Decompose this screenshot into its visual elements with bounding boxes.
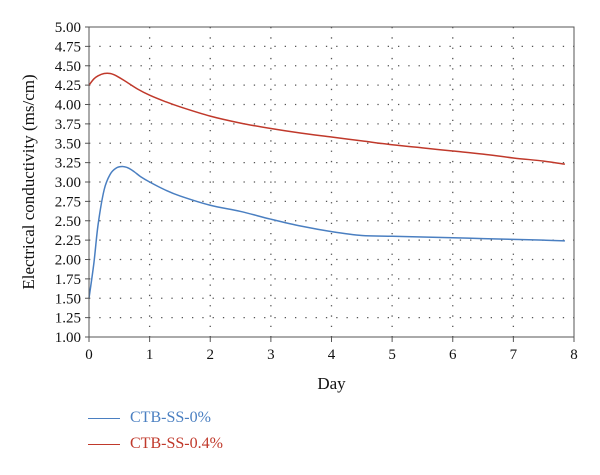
y-tick-label: 2.00: [55, 253, 81, 269]
legend-swatch: [88, 443, 120, 445]
x-tick-label: 1: [146, 347, 154, 363]
x-tick-label: 7: [510, 347, 518, 363]
x-tick-label: 3: [267, 347, 275, 363]
x-axis: 0 1 2 3 4 5 6 7 8: [85, 337, 578, 363]
x-tick-label: 4: [328, 347, 336, 363]
y-tick-label: 3.75: [55, 117, 81, 133]
y-tick-label: 4.00: [55, 98, 81, 114]
legend-label: CTB-SS-0.4%: [130, 435, 223, 452]
y-tick-label: 1.50: [55, 291, 81, 307]
series-layer: [88, 72, 566, 299]
legend: CTB-SS-0% CTB-SS-0.4%: [88, 405, 223, 457]
y-axis-title: Electrical conductivity (ms/cm): [19, 74, 38, 289]
y-tick-label: 3.00: [55, 175, 81, 191]
y-tick-label: 1.75: [55, 272, 81, 288]
y-tick-label: 5.00: [55, 20, 81, 36]
legend-item-series-1: CTB-SS-0.4%: [88, 431, 223, 457]
y-tick-label: 3.50: [55, 136, 81, 152]
y-tick-label: 4.75: [55, 39, 81, 55]
y-tick-label: 4.50: [55, 59, 81, 75]
x-tick-label: 2: [207, 347, 215, 363]
x-tick-label: 0: [85, 347, 93, 363]
x-tick-label: 6: [449, 347, 457, 363]
y-axis: 1.00 1.25 1.50 1.75 2.00 2.25 2.50 2.75 3.00 3.25…: [55, 20, 89, 346]
y-tick-label: 2.50: [55, 214, 81, 230]
legend-label: CTB-SS-0%: [130, 409, 211, 426]
grid-lines: [89, 27, 574, 337]
y-tick-label: 2.75: [55, 194, 81, 210]
x-tick-label: 8: [570, 347, 578, 363]
y-tick-label: 2.25: [55, 233, 81, 249]
x-tick-label: 5: [388, 347, 396, 363]
legend-item-series-0: CTB-SS-0%: [88, 405, 223, 431]
line-chart: 0 1 2 3 4 5 6 7 8 1.00 1.25 1.50 1.75 2.00 2.25 2.50 2.…: [19, 20, 578, 393]
y-tick-label: 1.00: [55, 330, 81, 346]
y-tick-label: 1.25: [55, 311, 81, 327]
y-tick-label: 3.25: [55, 156, 81, 172]
y-tick-label: 4.25: [55, 78, 81, 94]
legend-swatch: [88, 417, 120, 419]
x-axis-title: Day: [317, 374, 346, 393]
series-line-1: [88, 72, 566, 165]
series-line-0: [88, 165, 565, 299]
